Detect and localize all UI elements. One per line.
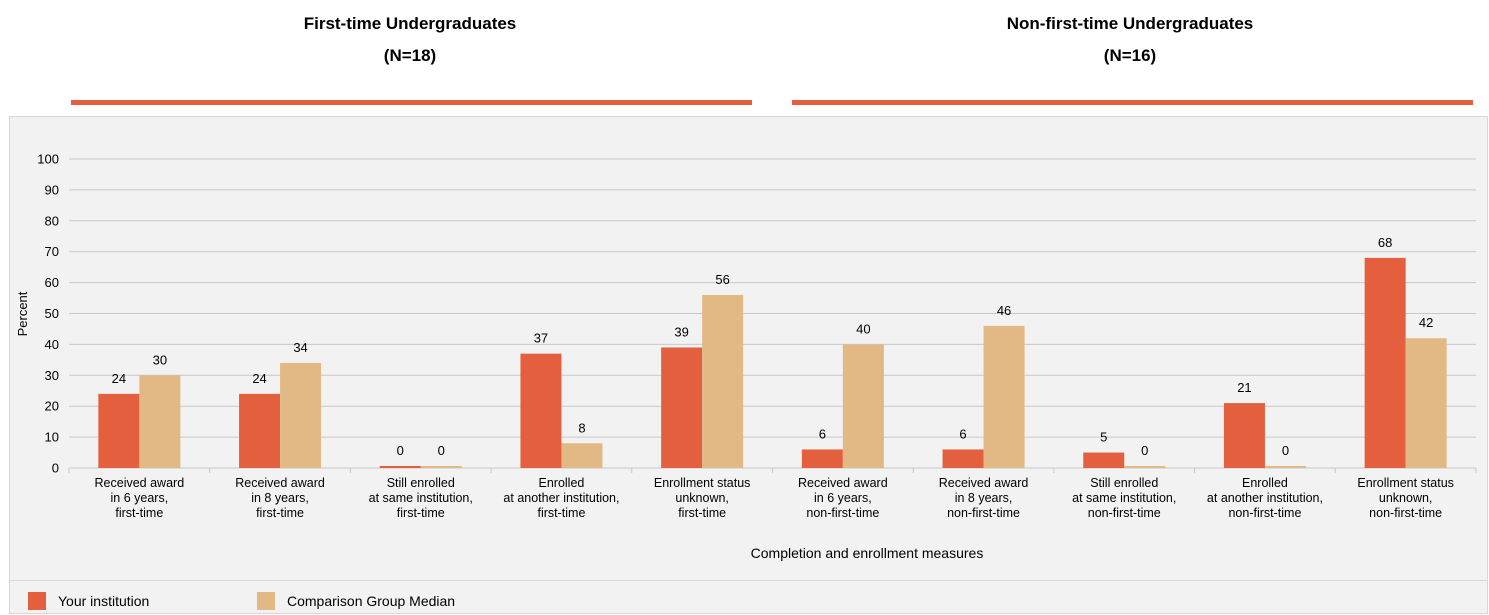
x-tick-label: Enrolled at another institution, first-tim… (503, 476, 619, 520)
non-first-time-rule (792, 100, 1473, 105)
data-label: 5 (1100, 430, 1107, 445)
data-label: 30 (153, 352, 167, 367)
bar-comparison-median (561, 443, 603, 468)
data-label: 56 (715, 272, 729, 287)
y-tick-label: 80 (45, 213, 59, 228)
x-axis-label: Completion and enrollment measures (751, 545, 984, 561)
data-label: 0 (397, 443, 404, 458)
x-tick-label: Enrollment status unknown, first-time (654, 476, 751, 520)
data-label: 6 (959, 426, 966, 441)
data-label: 8 (578, 420, 585, 435)
y-tick-label: 70 (45, 244, 59, 259)
first-time-rule (71, 100, 752, 105)
data-label: 39 (674, 324, 688, 339)
bar-your-institution (1083, 452, 1125, 468)
y-tick-label: 90 (45, 182, 59, 197)
legend-item-your-institution: Your institution (28, 592, 149, 610)
bar-comparison-median (139, 375, 181, 468)
y-tick-label: 60 (45, 275, 59, 290)
bar-comparison-median (983, 325, 1025, 468)
first-time-heading: First-time Undergraduates (N=18) (90, 8, 730, 72)
data-label: 0 (438, 443, 445, 458)
x-tick-label: Received award in 8 years, non-first-time (939, 476, 1029, 520)
data-label: 37 (534, 331, 548, 346)
non-first-time-title: Non-first-time Undergraduates (1006, 14, 1254, 33)
bar-your-institution (520, 353, 562, 468)
bar-your-institution (98, 393, 140, 468)
bar-comparison-median (702, 294, 744, 468)
bar-comparison-median (1264, 466, 1306, 468)
chart-panel (9, 116, 1488, 614)
y-tick-label: 100 (37, 152, 59, 167)
y-tick-label: 40 (45, 337, 59, 352)
y-tick-label: 0 (52, 461, 59, 476)
y-axis-ticks: 0 10 20 30 40 50 60 70 80 90 100 (37, 152, 59, 476)
y-tick-label: 50 (45, 306, 59, 321)
legend-divider (9, 580, 1488, 581)
data-label: 34 (293, 340, 307, 355)
data-label: 21 (1237, 380, 1251, 395)
y-tick-label: 20 (45, 399, 59, 414)
non-first-time-heading: Non-first-time Undergraduates (N=16) (810, 8, 1450, 72)
y-axis-label: Percent (15, 291, 30, 336)
bar-comparison-median (280, 362, 322, 468)
legend-swatch-comparison-median (257, 592, 275, 610)
bar-comparison-median (1124, 466, 1166, 468)
bar-comparison-median (420, 466, 462, 468)
bar-your-institution (239, 393, 281, 468)
data-label: 68 (1378, 235, 1392, 250)
x-tick-label: Received award in 6 years, non-first-time (798, 476, 888, 520)
bar-your-institution (1223, 403, 1265, 468)
data-label: 46 (997, 303, 1011, 318)
bars (98, 257, 1447, 468)
x-tick-label: Received award in 8 years, first-time (235, 476, 325, 520)
data-label: 24 (112, 371, 126, 386)
legend-label-your-institution: Your institution (58, 593, 150, 609)
non-first-time-count: (N=16) (1103, 46, 1157, 65)
bar-your-institution (379, 466, 421, 468)
x-tick-label: Still enrolled at same institution, first-… (369, 476, 473, 520)
x-tick-label: Enrollment status unknown, non-first-time (1357, 476, 1454, 520)
bar-your-institution (942, 449, 984, 468)
data-label: 24 (252, 371, 266, 386)
x-tick-label: Still enrolled at same institution, non-fi… (1072, 476, 1176, 520)
bar-your-institution (661, 347, 703, 468)
y-tick-label: 10 (45, 430, 59, 445)
data-label: 0 (1141, 443, 1148, 458)
legend-swatch-your-institution (28, 592, 46, 610)
first-time-count: (N=18) (383, 46, 437, 65)
data-labels: 24 30 24 34 0 0 37 8 39 56 6 40 6 46 5 0 21 0 68 42 (112, 235, 1434, 458)
legend-label-comparison-median: Comparison Group Median (287, 593, 456, 609)
bar-your-institution (1364, 257, 1406, 468)
legend-item-comparison-median: Comparison Group Median (257, 592, 455, 610)
x-tick-label: Received award in 6 years, first-time (95, 476, 185, 520)
bar-comparison-median (842, 344, 884, 468)
data-label: 42 (1419, 315, 1433, 330)
data-label: 0 (1282, 443, 1289, 458)
x-axis-ticks: Received award in 6 years, first-time Recei… (95, 476, 1454, 520)
data-label: 40 (856, 321, 870, 336)
bar-your-institution (801, 449, 843, 468)
first-time-title: First-time Undergraduates (303, 14, 517, 33)
data-label: 6 (819, 426, 826, 441)
y-tick-label: 30 (45, 368, 59, 383)
x-tick-label: Enrolled at another institution, non-first… (1207, 476, 1323, 520)
bar-comparison-median (1405, 338, 1447, 468)
